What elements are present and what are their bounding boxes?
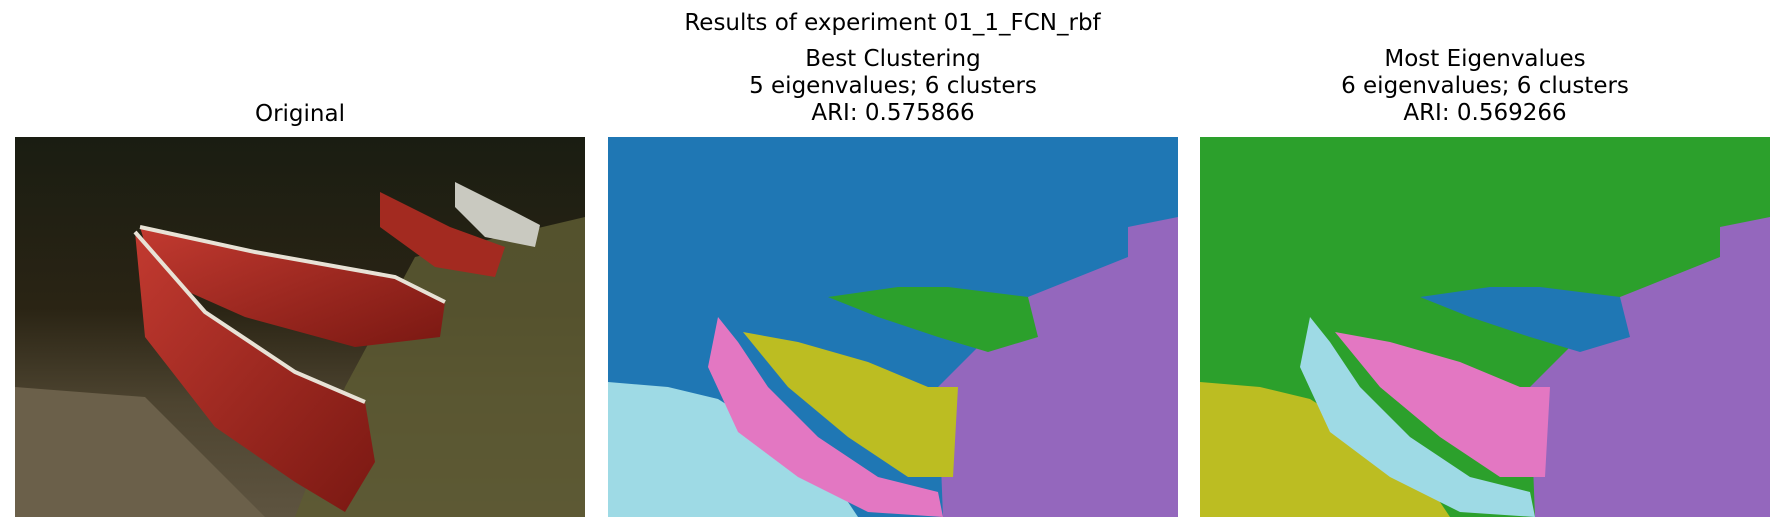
middle-canoe-rim xyxy=(139,225,446,304)
panel-title-line: ARI: 0.575866 xyxy=(811,100,975,126)
panel-title-most-eigenvalues: Most Eigenvalues 6 eigenvalues; 6 cluste… xyxy=(1200,46,1770,127)
near-canoe-rim xyxy=(133,230,366,404)
cluster-boat-interior xyxy=(743,332,958,477)
cluster-boat-hull xyxy=(1300,317,1535,517)
far-canoe xyxy=(380,192,505,277)
middle-canoe xyxy=(140,227,445,347)
canoe-photo xyxy=(15,137,585,517)
cluster-boat-far xyxy=(1420,287,1630,352)
panel-title-line: Best Clustering xyxy=(805,46,981,72)
best-clustering-segmentation xyxy=(608,137,1178,517)
panel-title-original: Original xyxy=(15,101,585,128)
cluster-grass xyxy=(938,217,1178,517)
far-white-canoe xyxy=(455,182,540,247)
best-clustering-image xyxy=(608,137,1178,517)
most-eigenvalues-segmentation xyxy=(1200,137,1770,517)
most-eigenvalues-image xyxy=(1200,137,1770,517)
figure-title: Results of experiment 01_1_FCN_rbf xyxy=(684,10,1101,36)
cluster-shore xyxy=(1200,382,1450,517)
cluster-grass xyxy=(1530,217,1770,517)
cluster-shore xyxy=(608,382,858,517)
panel-title-line: Most Eigenvalues xyxy=(1384,46,1586,72)
panel-title-line: ARI: 0.569266 xyxy=(1403,100,1567,126)
shore-area xyxy=(15,387,265,517)
cluster-boat-far xyxy=(828,287,1038,352)
cluster-boat-interior xyxy=(1335,332,1550,477)
panel-title-line: 6 eigenvalues; 6 clusters xyxy=(1341,73,1629,99)
cluster-boat-hull xyxy=(708,317,943,517)
panel-title-line: 5 eigenvalues; 6 clusters xyxy=(749,73,1037,99)
original-image xyxy=(15,137,585,517)
panel-title-line: Original xyxy=(254,101,345,127)
panel-title-best-clustering: Best Clustering 5 eigenvalues; 6 cluster… xyxy=(608,46,1178,127)
